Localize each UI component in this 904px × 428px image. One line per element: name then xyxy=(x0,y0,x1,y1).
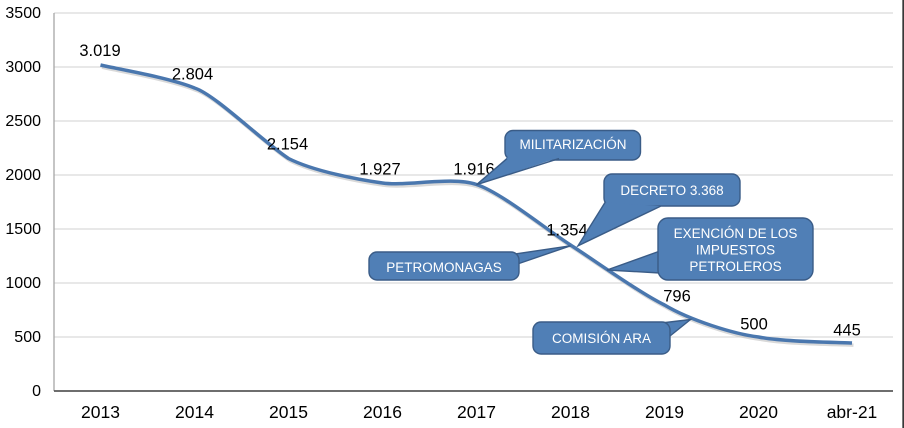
svg-text:COMISIÓN ARA: COMISIÓN ARA xyxy=(552,331,651,346)
svg-text:500: 500 xyxy=(740,316,768,334)
svg-text:3500: 3500 xyxy=(5,5,41,22)
svg-text:2020: 2020 xyxy=(739,402,778,422)
svg-text:2500: 2500 xyxy=(5,113,41,130)
svg-text:2018: 2018 xyxy=(551,402,590,422)
svg-text:PETROMONAGAS: PETROMONAGAS xyxy=(386,260,502,275)
svg-text:1000: 1000 xyxy=(5,275,41,292)
svg-text:IMPUESTOS: IMPUESTOS xyxy=(696,243,775,258)
svg-text:2016: 2016 xyxy=(363,402,402,422)
svg-text:3.019: 3.019 xyxy=(79,42,120,60)
svg-text:445: 445 xyxy=(833,322,861,340)
svg-text:2.154: 2.154 xyxy=(267,136,308,154)
svg-text:796: 796 xyxy=(663,288,691,306)
svg-text:0: 0 xyxy=(32,383,41,400)
svg-text:PETROLEROS: PETROLEROS xyxy=(689,259,781,274)
svg-text:500: 500 xyxy=(14,329,41,346)
svg-text:2013: 2013 xyxy=(81,402,120,422)
svg-text:2015: 2015 xyxy=(269,402,308,422)
svg-text:MILITARIZACIÓN: MILITARIZACIÓN xyxy=(519,137,626,152)
svg-text:2019: 2019 xyxy=(645,402,684,422)
svg-text:2014: 2014 xyxy=(175,402,214,422)
svg-text:1.354: 1.354 xyxy=(546,222,587,240)
svg-text:1500: 1500 xyxy=(5,221,41,238)
svg-text:DECRETO 3.368: DECRETO 3.368 xyxy=(620,183,723,198)
svg-text:2.804: 2.804 xyxy=(172,66,213,84)
svg-text:2000: 2000 xyxy=(5,167,41,184)
svg-text:3000: 3000 xyxy=(5,59,41,76)
svg-text:2017: 2017 xyxy=(457,402,496,422)
svg-text:1.927: 1.927 xyxy=(359,161,400,179)
svg-text:EXENCIÓN DE LOS: EXENCIÓN DE LOS xyxy=(674,226,798,241)
svg-text:1.916: 1.916 xyxy=(453,161,494,179)
svg-text:abr-21: abr-21 xyxy=(827,402,878,422)
